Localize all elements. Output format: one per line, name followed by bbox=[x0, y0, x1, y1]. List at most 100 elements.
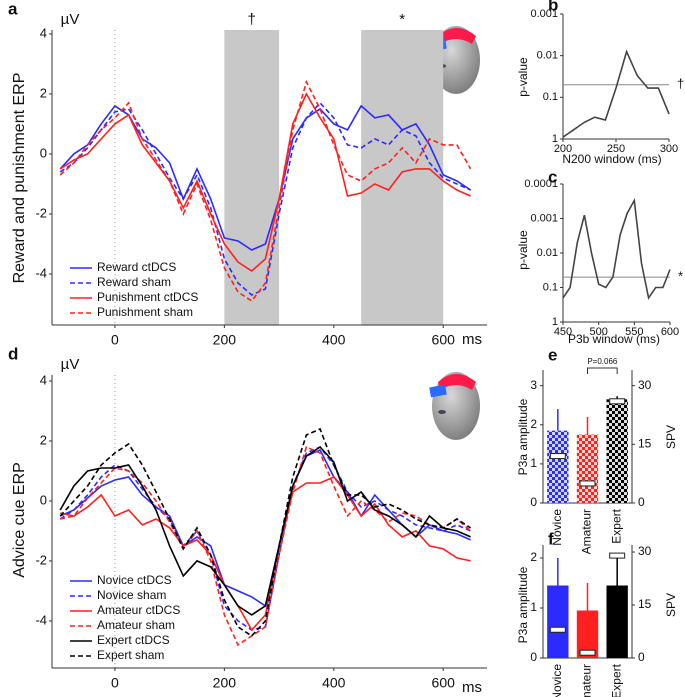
x-tick-label: 250 bbox=[607, 143, 625, 155]
bar bbox=[606, 399, 628, 503]
y2-tick-label: 30 bbox=[638, 544, 652, 558]
spv-marker bbox=[579, 480, 596, 487]
x-tick-label: 0 bbox=[111, 675, 119, 691]
y-tick-label: 0 bbox=[40, 145, 47, 160]
x-tick-label: 400 bbox=[322, 332, 346, 348]
y-tick-label: 1 bbox=[552, 316, 558, 328]
y2-axis-label: SPV bbox=[664, 593, 678, 617]
x-tick-label: 550 bbox=[625, 326, 643, 338]
y-tick-label: 0 bbox=[40, 492, 47, 507]
panel-letter: f bbox=[548, 529, 554, 548]
series-line bbox=[59, 445, 471, 616]
legend-label: Expert ctDCS bbox=[97, 633, 170, 647]
y2-tick-label: 15 bbox=[638, 436, 652, 450]
y-tick-label: 1 bbox=[530, 456, 537, 470]
y-axis-label: p-value bbox=[516, 230, 530, 270]
x-axis-label: P3b window (ms) bbox=[568, 332, 660, 346]
x-unit: ms bbox=[462, 679, 482, 696]
x-tick-label: 0 bbox=[111, 332, 119, 348]
x-tick-label: 300 bbox=[660, 143, 678, 155]
y-axis-label: P3a amplitude bbox=[516, 566, 530, 643]
y-tick-label: 0.001 bbox=[530, 212, 558, 224]
bar bbox=[547, 585, 569, 658]
significance-bracket bbox=[587, 367, 618, 374]
annotation: P=0.066 bbox=[587, 357, 618, 366]
series-line bbox=[562, 197, 671, 300]
y-tick-label: 0.01 bbox=[537, 247, 558, 259]
x-tick-label: 600 bbox=[432, 332, 456, 348]
window-label: † bbox=[248, 11, 256, 28]
y-tick-label: 0.01 bbox=[537, 50, 558, 62]
y-tick-label: 1 bbox=[530, 600, 537, 614]
y-tick-label: -4 bbox=[35, 265, 47, 280]
y-tick-label: 0.0001 bbox=[524, 178, 558, 190]
y-tick-label: 2 bbox=[530, 550, 537, 564]
legend-label: Reward sham bbox=[97, 275, 171, 289]
series-line bbox=[60, 445, 472, 647]
y-axis-label: Reward and punishment ERP bbox=[11, 73, 28, 284]
x-tick-label: 450 bbox=[554, 326, 572, 338]
x-tick-label: 600 bbox=[661, 326, 679, 338]
x-tick-label: Amateur bbox=[580, 509, 594, 554]
y-tick-label: 0.1 bbox=[543, 281, 558, 293]
series-line bbox=[60, 476, 471, 632]
x-tick-label: 600 bbox=[432, 675, 456, 691]
x-tick-label: 500 bbox=[589, 326, 607, 338]
y-tick-label: 1 bbox=[552, 133, 558, 145]
y-axis-label: Advice cue ERP bbox=[11, 462, 28, 578]
x-tick-label: Expert bbox=[609, 663, 623, 697]
y-tick-label: 2 bbox=[40, 85, 47, 100]
y-tick-label: 2 bbox=[530, 417, 537, 431]
panel-letter: d bbox=[8, 344, 18, 363]
y-unit: µV bbox=[61, 11, 80, 28]
shaded-window bbox=[361, 30, 444, 325]
panel-letter: a bbox=[8, 0, 18, 18]
series-line bbox=[59, 427, 472, 637]
legend-label: Reward ctDCS bbox=[97, 260, 176, 274]
spv-marker bbox=[579, 649, 596, 656]
y-tick-label: 0 bbox=[530, 650, 537, 664]
x-tick-label: 200 bbox=[213, 675, 237, 691]
spv-marker bbox=[609, 398, 626, 405]
legend-label: Amateur ctDCS bbox=[97, 603, 180, 617]
x-tick-label: 200 bbox=[554, 143, 572, 155]
series-line bbox=[59, 101, 471, 296]
y-tick-label: 4 bbox=[40, 372, 47, 387]
y2-tick-label: 0 bbox=[638, 495, 645, 509]
bar bbox=[547, 430, 569, 503]
x-tick-label: 200 bbox=[213, 332, 237, 348]
y-tick-label: 2 bbox=[40, 432, 47, 447]
y-unit: µV bbox=[61, 356, 80, 373]
legend-label: Punishment sham bbox=[97, 305, 193, 319]
x-tick-label: Amateur bbox=[580, 664, 594, 697]
x-tick-label: Novice bbox=[550, 509, 564, 546]
y-axis-label: p-value bbox=[516, 57, 530, 97]
y-tick-label: 3 bbox=[530, 378, 537, 392]
panel-letter: e bbox=[548, 345, 557, 364]
y-tick-label: 0.001 bbox=[530, 8, 558, 20]
window-label: * bbox=[399, 11, 405, 28]
legend-label: Novice sham bbox=[97, 588, 166, 602]
legend-label: Punishment ctDCS bbox=[97, 290, 198, 304]
series-line bbox=[59, 92, 471, 273]
y-tick-label: -2 bbox=[35, 205, 47, 220]
head-icon bbox=[429, 372, 480, 440]
spv-marker bbox=[549, 453, 566, 460]
y-tick-label: -2 bbox=[35, 552, 47, 567]
shaded-window bbox=[224, 30, 280, 325]
y-tick-label: -4 bbox=[35, 612, 47, 627]
x-tick-label: 400 bbox=[322, 675, 346, 691]
threshold-label: * bbox=[678, 269, 683, 284]
threshold-label: † bbox=[677, 76, 684, 91]
spv-marker bbox=[549, 626, 566, 633]
series-line bbox=[59, 79, 472, 303]
panel-letter: b bbox=[548, 0, 558, 14]
y2-axis-label: SPV bbox=[664, 425, 678, 449]
y2-tick-label: 0 bbox=[638, 650, 645, 664]
y2-tick-label: 30 bbox=[638, 378, 652, 392]
y-tick-label: 0 bbox=[530, 495, 537, 509]
x-tick-label: Expert bbox=[609, 508, 623, 543]
spv-marker bbox=[609, 552, 626, 559]
y-axis-label: P3a amplitude bbox=[516, 398, 530, 475]
